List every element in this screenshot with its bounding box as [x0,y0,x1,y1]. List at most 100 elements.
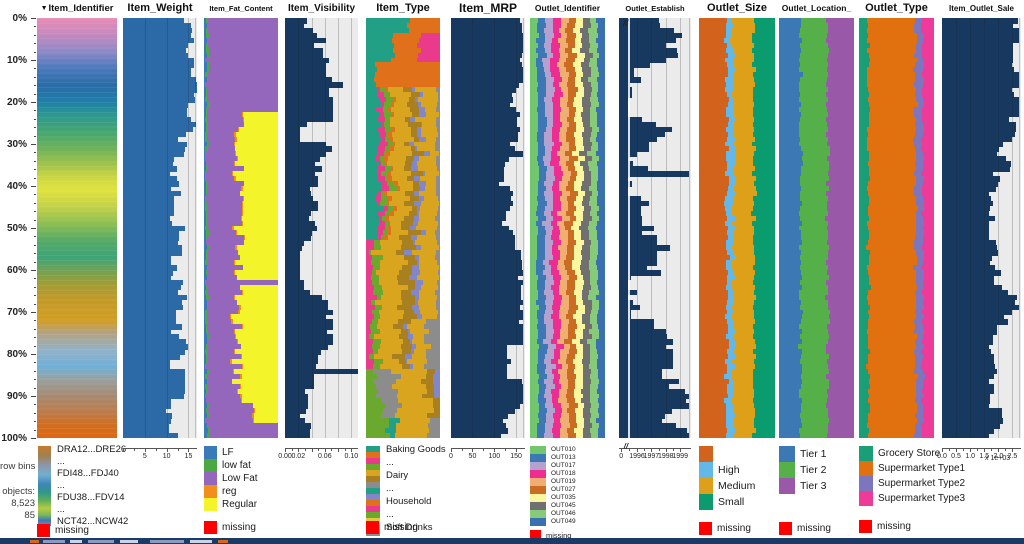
category-segment [366,67,377,73]
category-segment [867,87,916,93]
column-header-Outlet_Size[interactable]: Outlet_Size [689,2,785,15]
category-segment [589,121,597,128]
legend-axis-minor-tick [331,448,333,451]
legend-missing-item[interactable]: missing [366,521,440,535]
legend-item[interactable]: OUT049 [530,518,605,526]
category-segment [589,42,598,49]
column-header-Outlet_Identifier[interactable]: Outlet_Identifier [520,2,615,15]
category-segment [735,116,754,123]
category-segment [921,52,934,59]
gridline [1012,18,1014,438]
legend-item[interactable]: OUT013 [530,454,605,462]
category-segment [597,235,605,241]
distribution-chart-Item_Type[interactable] [366,18,440,438]
distribution-chart-Item_Identifier[interactable] [37,18,117,438]
distribution-chart-Item_Fat_Content[interactable] [204,18,278,438]
column-header-Outlet_Establish[interactable]: Outlet_Establish [609,2,701,15]
legend-missing-item[interactable]: missing [699,522,775,536]
legend-missing-item[interactable]: missing [530,530,605,544]
distribution-chart-Outlet_Size[interactable] [699,18,775,438]
category-segment [868,116,916,123]
distribution-chart-Outlet_Establish[interactable]: // [619,18,691,438]
column-header-Item_Weight[interactable]: Item_Weight [113,2,207,15]
legend-item[interactable]: Small [699,494,775,510]
legend-missing-item[interactable]: missing [37,524,117,538]
value-bar [451,205,510,212]
column-header-Outlet_Type[interactable]: Outlet_Type [849,2,944,15]
distribution-chart-Item_Weight[interactable] [123,18,197,438]
legend-item[interactable]: Tier 3 [779,478,854,494]
category-segment [699,265,727,271]
distribution-chart-Outlet_Location_[interactable] [779,18,854,438]
value-bar [451,92,512,98]
legend-item[interactable]: Supermarket Type2 [859,476,965,491]
legend-item[interactable]: Tier 2 [779,462,854,478]
category-segment [544,141,554,148]
legend-missing-item[interactable]: missing [859,520,934,534]
value-bar [451,304,521,311]
distribution-chart-Item_Visibility[interactable] [285,18,358,438]
category-segment [598,423,605,429]
legend-item[interactable]: High [699,462,775,478]
distribution-chart-Outlet_Identifier[interactable] [530,18,605,438]
legend-item[interactable]: OUT035 [530,494,605,502]
legend-missing-item[interactable]: missing [204,521,278,535]
legend-missing-item[interactable]: missing [779,522,854,536]
category-segment [561,141,569,148]
category-segment [560,42,568,49]
column-header-Item_Visibility[interactable]: Item_Visibility [275,2,368,15]
legend-item[interactable]: Regular [204,498,278,511]
category-segment [734,388,755,395]
legend-item[interactable]: LF [204,446,278,459]
column-header-Item_Identifier[interactable]: ▼Item_Identifier [27,2,127,15]
column-header-Outlet_Location_[interactable]: Outlet_Location_ [769,2,864,15]
legend-item[interactable]: OUT017 [530,462,605,470]
legend-item[interactable]: Medium [699,478,775,494]
category-segment [206,284,208,291]
category-segment [596,225,605,232]
category-segment [589,274,598,281]
category-segment [914,106,923,113]
legend-item[interactable]: low fat [204,459,278,472]
category-segment [866,47,917,54]
category-segment [204,195,206,202]
value-bar [123,121,196,128]
distribution-chart-Outlet_Type[interactable] [859,18,934,438]
row-bin [859,27,934,34]
column-header-Item_MRP[interactable]: Item_MRP [441,2,535,15]
legend-item[interactable] [699,446,775,462]
column-header-Item_Outlet_Sale[interactable]: Item_Outlet_Sale [932,2,1024,15]
row-bin [204,131,278,138]
row-bin [859,220,934,227]
distribution-chart-Item_Outlet_Sale[interactable] [942,18,1021,438]
legend-item[interactable]: Supermarket Type1 [859,461,965,476]
value-bar [942,126,1016,133]
category-segment [537,82,547,88]
legend-item[interactable]: Tier 1 [779,446,854,462]
category-segment [699,52,729,59]
legend-item[interactable]: OUT046 [530,510,605,518]
category-segment [753,304,775,311]
legend-item[interactable]: Grocery Store [859,446,940,461]
distribution-chart-Item_MRP[interactable] [451,18,525,438]
category-segment [437,166,440,172]
row-bin [859,418,934,424]
legend-item[interactable]: OUT010 [530,446,605,454]
legend-item[interactable]: OUT018 [530,470,605,478]
category-segment [414,240,437,246]
legend-item[interactable]: Supermarket Type3 [859,491,965,506]
category-segment [207,349,235,355]
legend-item[interactable]: OUT027 [530,486,605,494]
value-bar [123,250,182,256]
legend-item[interactable]: OUT019 [530,478,605,486]
legend-item[interactable]: Low Fat [204,472,278,485]
column-header-Item_Fat_Content[interactable]: Item_Fat_Content [194,2,288,15]
category-segment [530,161,538,167]
category-segment [437,210,440,217]
legend-item[interactable]: reg [204,485,278,498]
category-segment [868,156,917,162]
value-bar [619,284,628,291]
column-header-Item_Type[interactable]: Item_Type [356,2,450,15]
category-segment [414,284,421,291]
legend-item[interactable]: OUT045 [530,502,605,510]
